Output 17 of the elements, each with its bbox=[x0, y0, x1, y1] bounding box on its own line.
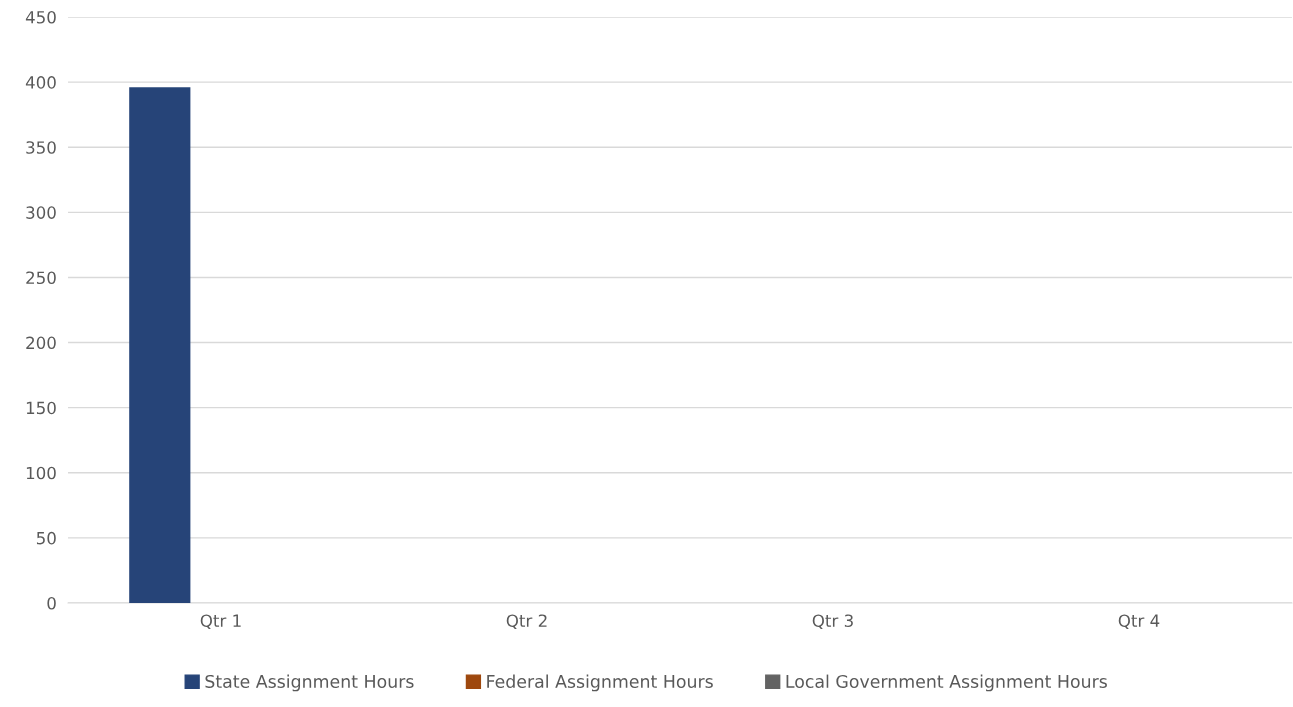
y-tick-label: 450 bbox=[25, 10, 56, 24]
legend-label: Federal Assignment Hours bbox=[487, 674, 713, 692]
x-tick-label: Qtr 4 bbox=[1118, 614, 1160, 629]
x-tick-label: Qtr 1 bbox=[200, 614, 241, 629]
y-tick-label: 150 bbox=[26, 401, 56, 415]
y-tick-label: 300 bbox=[26, 206, 56, 219]
y-tick-label: 400 bbox=[25, 76, 56, 89]
y-tick-label: 350 bbox=[26, 141, 56, 154]
y-tick-label: 200 bbox=[26, 336, 56, 350]
legend-label: State Assignment Hours bbox=[205, 674, 414, 692]
legend-label: Local Government Assignment Hours bbox=[786, 674, 1107, 692]
y-tick-label: 250 bbox=[26, 271, 56, 285]
y-tick-label: 50 bbox=[36, 531, 56, 545]
y-tick-label: 0 bbox=[47, 596, 56, 610]
x-tick-label: Qtr 3 bbox=[812, 614, 853, 629]
y-tick-label: 100 bbox=[26, 466, 56, 480]
x-tick-label: Qtr 2 bbox=[506, 614, 547, 629]
